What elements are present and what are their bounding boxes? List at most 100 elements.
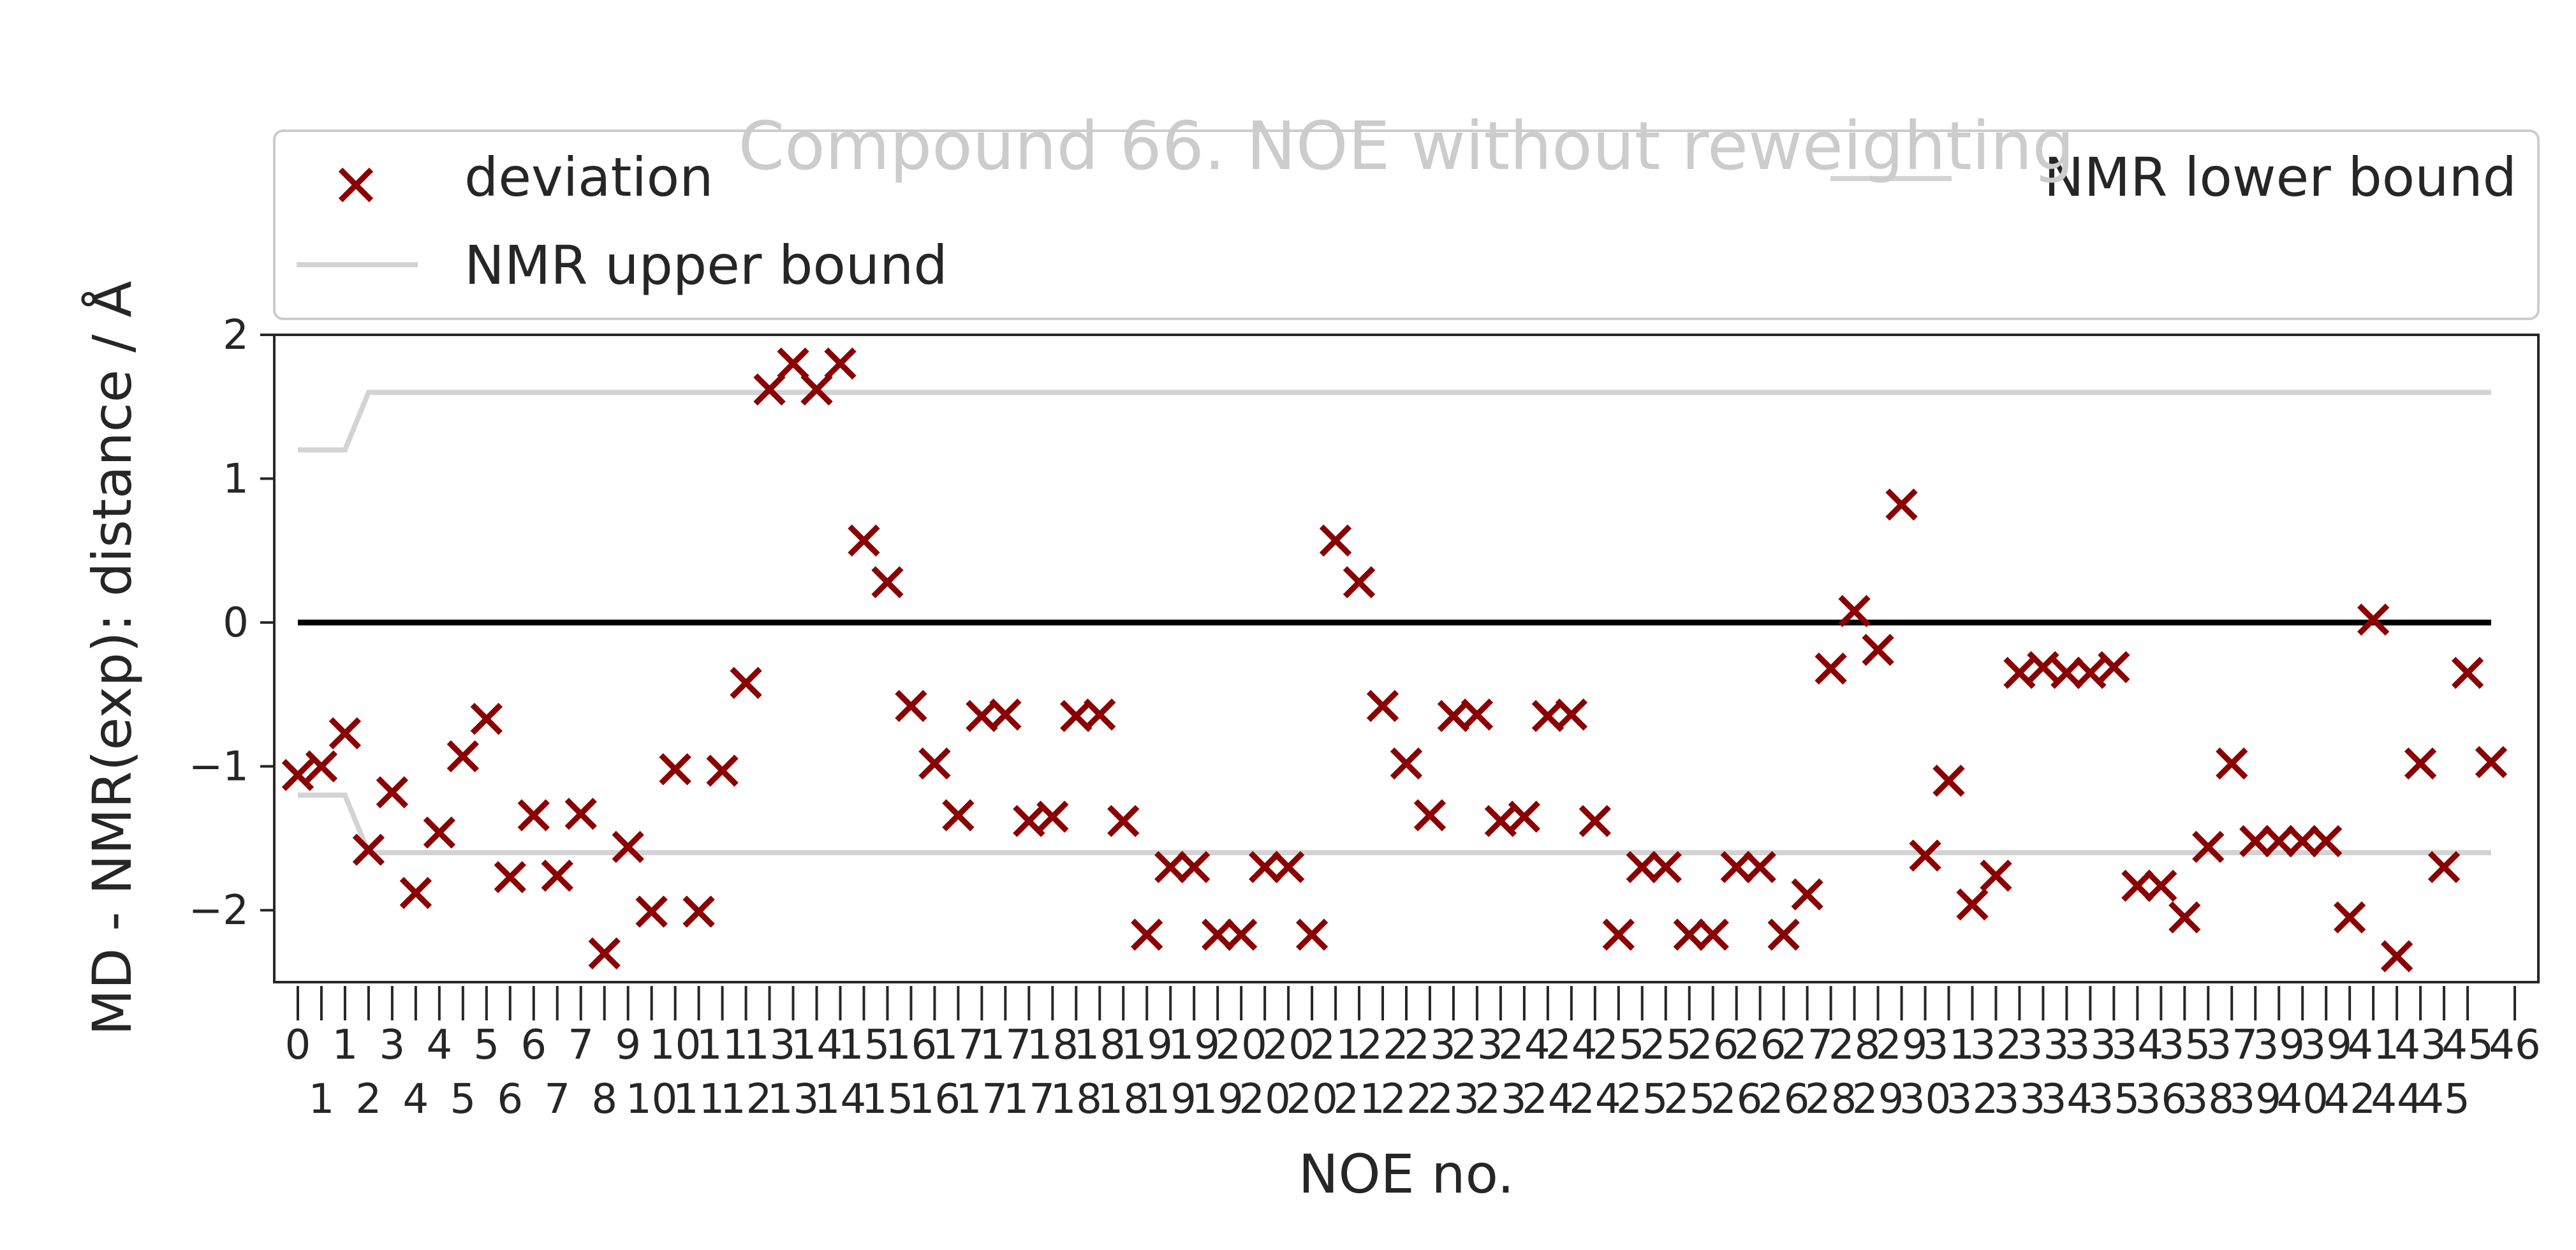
- x-tick-label: 20: [1286, 1076, 1337, 1123]
- x-tick-label: 20: [1215, 1022, 1267, 1069]
- deviation-point: [1413, 799, 1446, 832]
- x-tick-label: 13: [767, 1076, 819, 1123]
- x-tick-label: 10: [649, 1022, 701, 1069]
- deviation-point: [1390, 747, 1423, 780]
- x-tick-label: 17: [956, 1076, 1008, 1123]
- x-tick-label: 27: [1781, 1022, 1833, 1069]
- deviation-point: [1295, 918, 1328, 951]
- deviation-point: [800, 373, 833, 406]
- deviation-point: [612, 830, 644, 864]
- x-tick-label: 40: [2276, 1076, 2328, 1123]
- deviation-point: [1814, 652, 1847, 685]
- x-tick-label: 6: [520, 1022, 547, 1069]
- deviation-point: [1720, 851, 1753, 883]
- x-tick-label: 7: [544, 1076, 570, 1123]
- deviation-point: [2263, 825, 2295, 858]
- deviation-point: [1744, 851, 1776, 883]
- x-tick-label: 28: [1829, 1022, 1880, 1069]
- deviation-point: [2380, 940, 2413, 973]
- deviation-point: [1131, 918, 1163, 951]
- deviation-point: [1838, 594, 1871, 628]
- x-tick-label: 15: [862, 1076, 913, 1123]
- x-tick-label: 38: [2182, 1076, 2234, 1123]
- x-tick-label: 6: [497, 1076, 523, 1123]
- deviation-point: [328, 717, 362, 749]
- deviation-point: [824, 347, 857, 380]
- deviation-point: [470, 703, 503, 735]
- y-tick-label: −2: [189, 887, 249, 934]
- deviation-point: [1980, 859, 2012, 892]
- deviation-point: [1673, 918, 1705, 951]
- deviation-point: [942, 799, 975, 832]
- deviation-point: [423, 816, 456, 849]
- y-axis: −2 −1 0 1 2: [189, 312, 274, 934]
- y-tick-label: 2: [223, 312, 249, 359]
- deviation-point: [2121, 869, 2154, 902]
- x-tick-label: 24: [1498, 1022, 1550, 1069]
- x-tick-label: 5: [473, 1022, 499, 1069]
- y-tick-label: 1: [223, 456, 249, 503]
- deviation-point: [871, 566, 904, 599]
- deviation-point: [777, 347, 809, 380]
- deviation-point: [305, 750, 338, 783]
- x-axis: 0 1 3 4 5 6 7 9 10111314151617171818191920202122…: [285, 986, 2541, 1123]
- y-axis-label: MD - NMR(exp): distance / Å: [80, 281, 144, 1035]
- x-tick-label: 43: [2394, 1022, 2446, 1069]
- deviation-point: [2451, 656, 2484, 689]
- legend-box: [273, 129, 2540, 320]
- x-tick-label: 25: [1663, 1076, 1715, 1123]
- x-tick-label: 23: [1475, 1076, 1526, 1123]
- x-tick-label: 20: [1239, 1076, 1290, 1123]
- x-tick-label: 2: [356, 1076, 382, 1123]
- deviation-point: [1201, 918, 1234, 951]
- x-tick-label: 1: [309, 1076, 335, 1123]
- deviation-point: [989, 698, 1022, 731]
- x-tick-label: 32: [1947, 1076, 1998, 1123]
- x-tick-label: 26: [1687, 1022, 1739, 1069]
- x-tick-label: 46: [2489, 1022, 2540, 1069]
- deviation-point: [1084, 698, 1116, 731]
- x-tick-label: 20: [1262, 1022, 1314, 1069]
- deviation-point: [517, 799, 550, 832]
- deviation-point: [2310, 825, 2343, 858]
- x-tick-label: 4: [403, 1076, 429, 1123]
- deviation-point: [2027, 651, 2059, 684]
- deviation-point: [1579, 805, 1612, 837]
- x-tick-label: 30: [1899, 1076, 1951, 1123]
- x-tick-label: 44: [2371, 1076, 2422, 1123]
- deviation-point: [1036, 800, 1069, 833]
- x-tick-label: 39: [2300, 1022, 2352, 1069]
- x-tick-label: 3: [379, 1022, 406, 1069]
- x-tick-label: 33: [2064, 1022, 2116, 1069]
- x-tick-label: 16: [909, 1076, 960, 1123]
- deviation-point: [2286, 825, 2319, 858]
- deviation-point: [2145, 869, 2177, 902]
- deviation-point: [1956, 888, 1989, 921]
- x-tick-label: 18: [1027, 1022, 1078, 1069]
- x-tick-label: 18: [1050, 1076, 1102, 1123]
- deviation-point: [1272, 851, 1305, 883]
- legend-x-icon: [338, 167, 374, 203]
- deviation-point: [1154, 851, 1187, 883]
- deviation-point: [682, 895, 715, 928]
- x-tick-label: 17: [980, 1022, 1031, 1069]
- deviation-point: [1696, 918, 1729, 951]
- x-tick-label: 25: [1640, 1022, 1691, 1069]
- x-tick-label: 23: [1427, 1076, 1479, 1123]
- deviation-point: [2050, 656, 2083, 689]
- x-tick-label: 11: [696, 1022, 748, 1069]
- deviation-point: [1626, 851, 1658, 883]
- deviation-point: [446, 740, 480, 773]
- deviation-point: [1248, 851, 1281, 883]
- x-tick-label: 21: [1333, 1076, 1385, 1123]
- x-tick-label: 12: [720, 1076, 772, 1123]
- deviation-point: [918, 747, 951, 780]
- legend-deviation-label: deviation: [464, 146, 713, 209]
- deviation-point: [2192, 830, 2225, 864]
- x-tick-label: 24: [1545, 1022, 1597, 1069]
- deviation-point: [1178, 851, 1211, 883]
- x-tick-label: 5: [450, 1076, 476, 1123]
- x-tick-label: 22: [1380, 1076, 1432, 1123]
- deviation-point: [1791, 878, 1823, 911]
